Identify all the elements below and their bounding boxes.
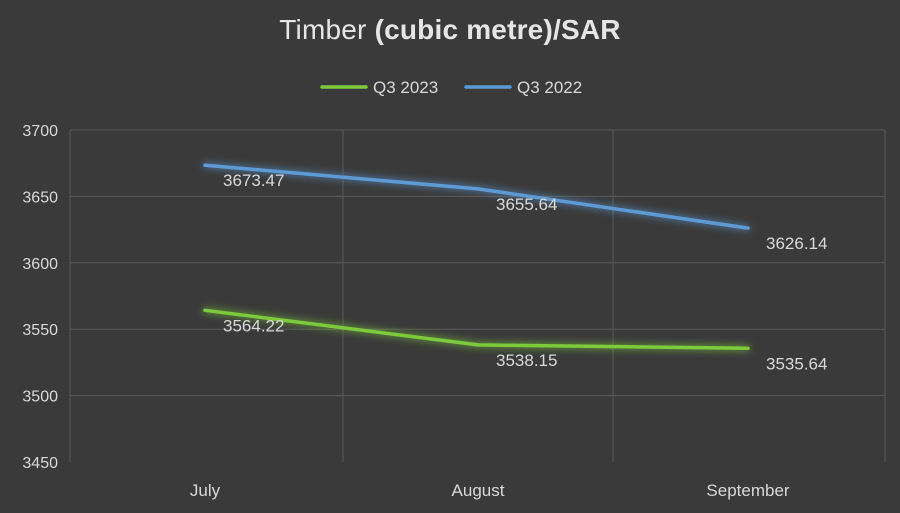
series xyxy=(203,163,750,351)
y-tick-label: 3500 xyxy=(22,389,58,406)
y-tick-label: 3700 xyxy=(22,123,58,140)
gridlines xyxy=(69,129,886,462)
y-tick-label: 3650 xyxy=(22,189,58,206)
chart-title-bold: (cubic metre)/SAR xyxy=(374,14,621,45)
chart-title-prefix: Timber xyxy=(279,14,375,45)
legend: Q3 2023 Q3 2022 xyxy=(320,78,582,97)
series-line-1 xyxy=(203,163,750,230)
data-label: 3538.15 xyxy=(496,351,557,370)
series-line-0 xyxy=(203,308,750,351)
x-tick-label: August xyxy=(452,481,505,500)
data-label: 3626.14 xyxy=(766,234,827,253)
chart-title: Timber (cubic metre)/SAR xyxy=(0,14,900,46)
legend-label-0: Q3 2023 xyxy=(373,78,438,97)
x-tick-label: July xyxy=(190,481,221,500)
data-label: 3535.64 xyxy=(766,354,827,373)
data-labels: 3564.22 3538.15 3535.64 3673.47 3655.64 3626.… xyxy=(223,171,827,373)
data-label: 3564.22 xyxy=(223,316,284,335)
axes: 3450 3500 3550 3600 3650 3700 July August Septem… xyxy=(22,123,790,500)
data-label: 3673.47 xyxy=(223,171,284,190)
x-tick-label: September xyxy=(706,481,789,500)
y-tick-label: 3550 xyxy=(22,322,58,339)
legend-label-1: Q3 2022 xyxy=(517,78,582,97)
data-label: 3655.64 xyxy=(496,195,557,214)
y-tick-label: 3450 xyxy=(22,455,58,472)
y-tick-label: 3600 xyxy=(22,256,58,273)
